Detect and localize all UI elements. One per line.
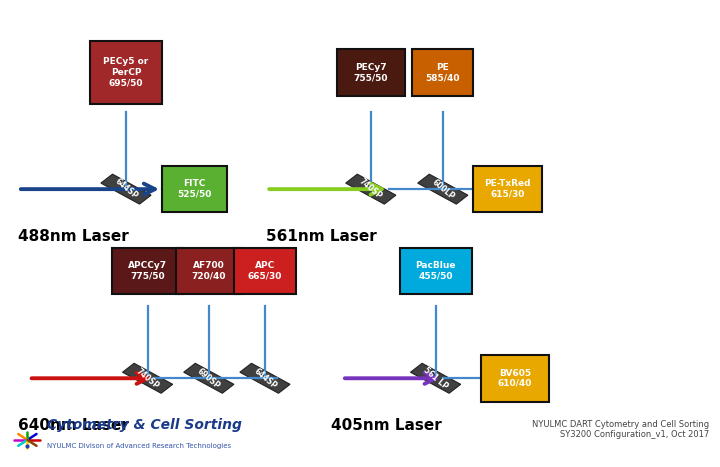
FancyBboxPatch shape xyxy=(400,248,472,294)
Text: 740SP: 740SP xyxy=(135,366,161,390)
FancyBboxPatch shape xyxy=(176,248,241,294)
FancyBboxPatch shape xyxy=(90,41,162,104)
Text: 561 LP: 561 LP xyxy=(422,366,449,391)
Text: PacBlue
455/50: PacBlue 455/50 xyxy=(415,261,456,281)
Text: PECy5 or
PerCP
695/50: PECy5 or PerCP 695/50 xyxy=(104,57,148,87)
Text: Cytometry & Cell Sorting: Cytometry & Cell Sorting xyxy=(47,418,242,432)
Text: 740SP: 740SP xyxy=(358,177,384,201)
Text: 690SP: 690SP xyxy=(196,366,222,390)
Text: 640nm Laser: 640nm Laser xyxy=(18,418,129,433)
Text: 600LP: 600LP xyxy=(430,177,456,201)
Text: PECy7
755/50: PECy7 755/50 xyxy=(354,63,388,82)
Text: 644SP: 644SP xyxy=(252,366,278,390)
Text: AF700
720/40: AF700 720/40 xyxy=(192,261,226,281)
Text: APC
665/30: APC 665/30 xyxy=(248,261,282,281)
FancyBboxPatch shape xyxy=(235,248,296,294)
Text: 405nm Laser: 405nm Laser xyxy=(331,418,442,433)
FancyBboxPatch shape xyxy=(412,49,474,96)
Text: 644SP: 644SP xyxy=(113,177,139,201)
FancyBboxPatch shape xyxy=(410,363,461,393)
FancyBboxPatch shape xyxy=(184,363,234,393)
FancyBboxPatch shape xyxy=(474,166,541,212)
FancyBboxPatch shape xyxy=(346,174,396,204)
Text: PE-TxRed
615/30: PE-TxRed 615/30 xyxy=(485,179,531,199)
FancyBboxPatch shape xyxy=(481,355,549,402)
FancyBboxPatch shape xyxy=(101,174,151,204)
Text: NYULMC DART Cytometry and Cell Sorting
SY3200 Configuration_v1, Oct 2017: NYULMC DART Cytometry and Cell Sorting S… xyxy=(532,419,709,439)
FancyBboxPatch shape xyxy=(240,363,290,393)
Text: BV605
610/40: BV605 610/40 xyxy=(498,368,532,388)
Text: 561nm Laser: 561nm Laser xyxy=(266,229,377,244)
FancyBboxPatch shape xyxy=(418,174,468,204)
Text: APCCy7
775/50: APCCy7 775/50 xyxy=(128,261,167,281)
FancyBboxPatch shape xyxy=(112,248,184,294)
FancyBboxPatch shape xyxy=(122,363,173,393)
Text: 488nm Laser: 488nm Laser xyxy=(18,229,129,244)
FancyBboxPatch shape xyxy=(337,49,405,96)
Text: PE
585/40: PE 585/40 xyxy=(426,63,460,82)
Text: FITC
525/50: FITC 525/50 xyxy=(177,179,212,199)
FancyBboxPatch shape xyxy=(162,166,227,212)
Text: NYULMC Divison of Advanced Research Technologies: NYULMC Divison of Advanced Research Tech… xyxy=(47,443,231,449)
